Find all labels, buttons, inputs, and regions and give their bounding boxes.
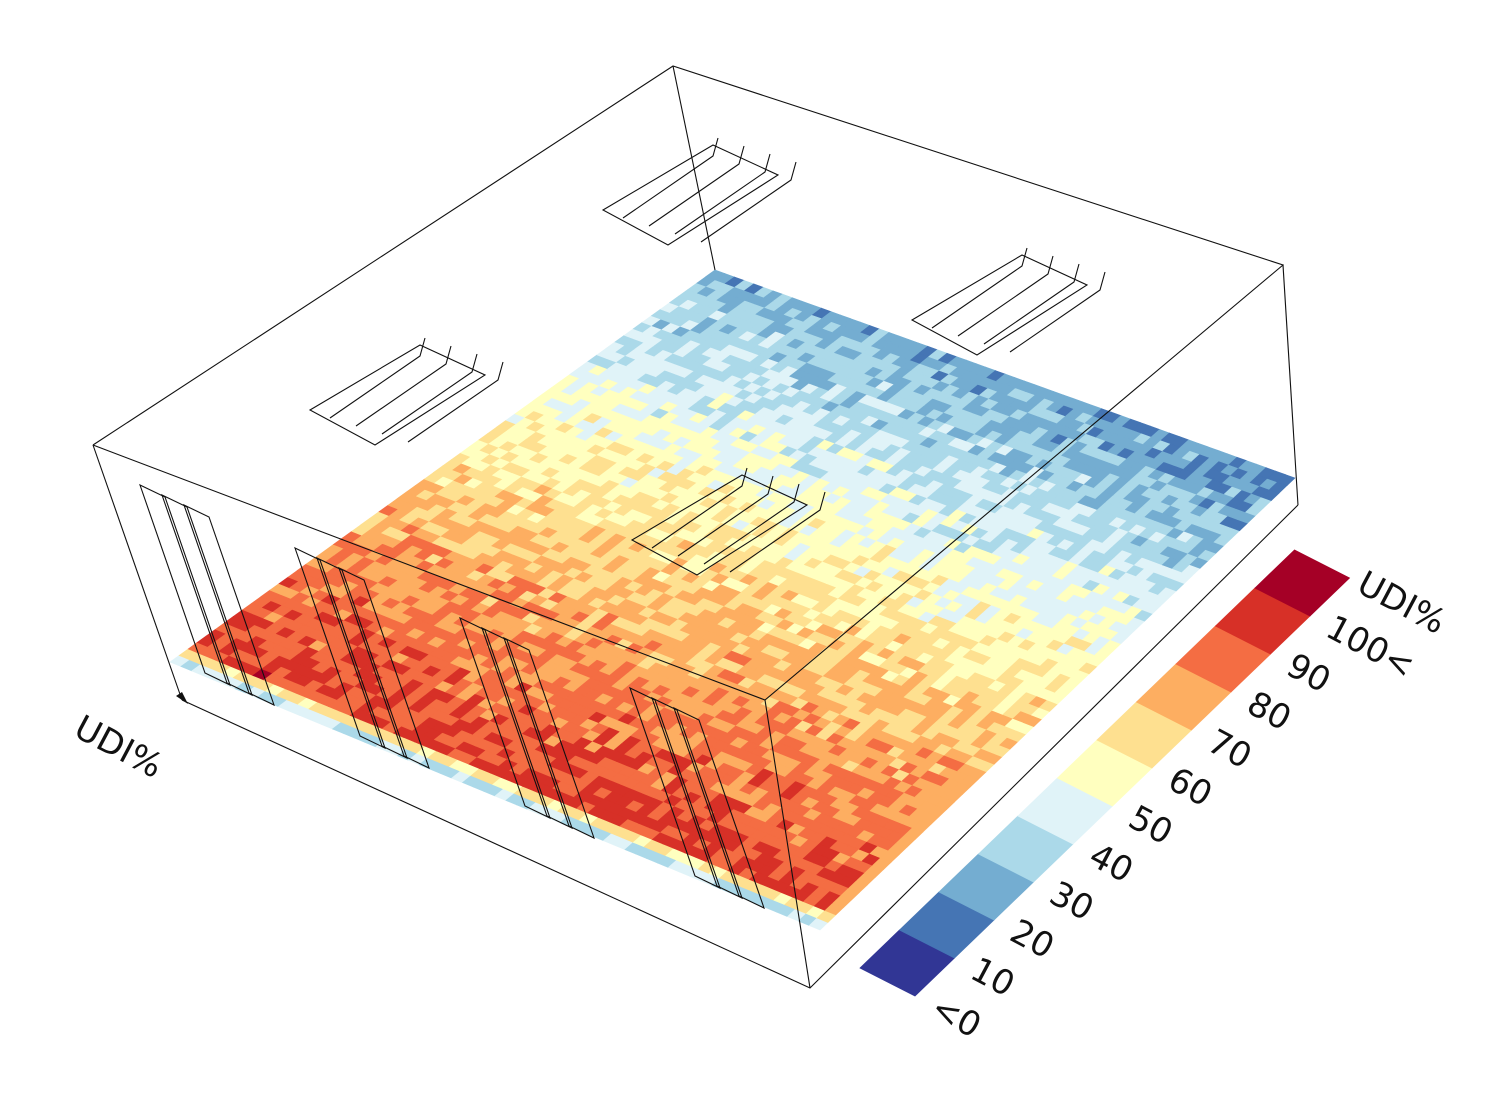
- skylight-louver: [381, 353, 478, 435]
- udi-floor-heatmap: [169, 269, 1296, 931]
- skylight-frame: [601, 144, 780, 246]
- right-vertical-edge: [1282, 264, 1299, 506]
- origin-marker-icon: [176, 692, 188, 704]
- window-frame: [183, 503, 275, 707]
- legend-tick-label: 90: [1280, 646, 1337, 702]
- skylight-louver: [651, 467, 748, 549]
- heatmap-cell: [1276, 474, 1296, 486]
- skylight-louver: [407, 361, 504, 443]
- legend-tick-label: 80: [1241, 684, 1298, 740]
- back-vertical-edge: [672, 65, 716, 271]
- window-frame: [338, 566, 430, 770]
- skylight-louver: [703, 483, 800, 565]
- legend-tick-label: 10: [964, 950, 1021, 1006]
- front-vertical-edge: [764, 699, 811, 989]
- skylight-louver: [355, 345, 452, 427]
- legend-tick-label: 40: [1083, 836, 1140, 892]
- skylight-louver: [729, 491, 826, 573]
- skylight-louver: [931, 247, 1028, 329]
- floor-outline: [181, 504, 1299, 989]
- legend-tick-label: 60: [1162, 760, 1219, 816]
- legend-tick-label: 30: [1043, 874, 1100, 930]
- skylight-frame: [910, 254, 1089, 356]
- skylight-louver: [674, 153, 771, 235]
- left-vertical-edge: [92, 444, 183, 701]
- skylight-louver: [648, 145, 745, 227]
- skylight-louver: [983, 263, 1080, 345]
- windows: [139, 483, 765, 910]
- legend-tick-label: 50: [1122, 798, 1179, 854]
- window-frame: [503, 636, 595, 840]
- legend-band: [1254, 549, 1351, 617]
- skylight-louver: [329, 337, 426, 419]
- window-frame: [673, 706, 765, 910]
- legend-tick-label: <0: [925, 988, 988, 1047]
- legend-tick-label: 20: [1004, 912, 1061, 968]
- skylight-frame: [630, 474, 809, 576]
- skylight-louver: [1009, 271, 1106, 353]
- floor-label: UDI%: [68, 708, 169, 787]
- skylight-louver: [622, 137, 719, 219]
- skylight-louver: [677, 475, 774, 557]
- skylight-louver: [700, 161, 797, 243]
- legend-tick-label: 70: [1201, 722, 1258, 778]
- skylights: [308, 137, 1106, 576]
- skylight-frame: [308, 344, 487, 446]
- skylight-louver: [957, 255, 1054, 337]
- room-wireframe: [92, 65, 1299, 989]
